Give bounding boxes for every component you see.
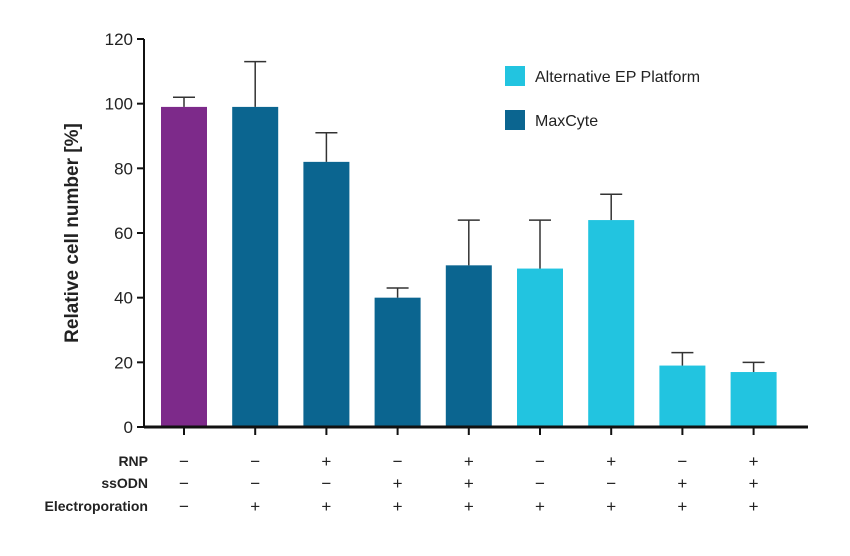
condition-sign: − bbox=[606, 474, 616, 493]
condition-sign: − bbox=[179, 474, 189, 493]
condition-sign: − bbox=[535, 452, 545, 471]
condition-sign: − bbox=[250, 474, 260, 493]
condition-sign: − bbox=[677, 452, 687, 471]
y-tick-label: 60 bbox=[114, 224, 133, 243]
condition-sign: − bbox=[179, 497, 189, 516]
condition-sign: − bbox=[321, 474, 331, 493]
condition-sign: + bbox=[749, 452, 759, 471]
y-tick-label: 20 bbox=[114, 353, 133, 372]
error-bars bbox=[173, 60, 765, 373]
condition-sign: + bbox=[464, 497, 474, 516]
condition-sign: − bbox=[535, 474, 545, 493]
condition-label: ssODN bbox=[101, 475, 148, 491]
condition-sign: + bbox=[464, 452, 474, 471]
bar bbox=[374, 297, 421, 427]
condition-sign: − bbox=[179, 452, 189, 471]
condition-sign: + bbox=[749, 497, 759, 516]
bars bbox=[161, 106, 777, 428]
bar bbox=[517, 268, 563, 427]
condition-sign: + bbox=[749, 474, 759, 493]
condition-sign: + bbox=[606, 452, 616, 471]
legend-swatch bbox=[505, 110, 525, 130]
y-axis-label: Relative cell number [%] bbox=[62, 123, 83, 343]
legend-swatch bbox=[505, 66, 525, 86]
bar bbox=[659, 365, 706, 427]
condition-sign: + bbox=[250, 497, 260, 516]
y-axis: 0 20 40 60 80 100 120 bbox=[105, 30, 145, 437]
condition-label: RNP bbox=[118, 453, 148, 469]
condition-sign: − bbox=[393, 452, 403, 471]
condition-sign: + bbox=[321, 452, 331, 471]
legend: Alternative EP Platform MaxCyte bbox=[505, 66, 700, 130]
condition-sign: + bbox=[321, 497, 331, 516]
bar bbox=[232, 106, 279, 428]
bar bbox=[161, 106, 207, 428]
condition-sign: + bbox=[677, 497, 687, 516]
y-tick-label: 120 bbox=[105, 30, 133, 49]
y-tick-label: 0 bbox=[124, 418, 133, 437]
condition-label: Electroporation bbox=[45, 498, 148, 514]
y-tick-label: 80 bbox=[114, 159, 133, 178]
condition-sign: + bbox=[464, 474, 474, 493]
bar bbox=[445, 265, 492, 427]
y-tick-label: 100 bbox=[105, 95, 133, 114]
condition-sign: + bbox=[606, 497, 616, 516]
bar bbox=[303, 161, 350, 427]
condition-sign: + bbox=[535, 497, 545, 516]
x-axis bbox=[144, 425, 808, 435]
bar bbox=[588, 220, 635, 427]
condition-sign: + bbox=[677, 474, 687, 493]
bar bbox=[730, 372, 777, 427]
condition-table: RNP − − + − + − + − + ssODN − − − + + − − + + Electroporatio… bbox=[45, 452, 759, 516]
condition-sign: − bbox=[250, 452, 260, 471]
legend-label: Alternative EP Platform bbox=[535, 69, 700, 86]
y-tick-label: 40 bbox=[114, 289, 133, 308]
condition-sign: + bbox=[393, 497, 403, 516]
condition-sign: + bbox=[393, 474, 403, 493]
legend-label: MaxCyte bbox=[535, 113, 598, 130]
